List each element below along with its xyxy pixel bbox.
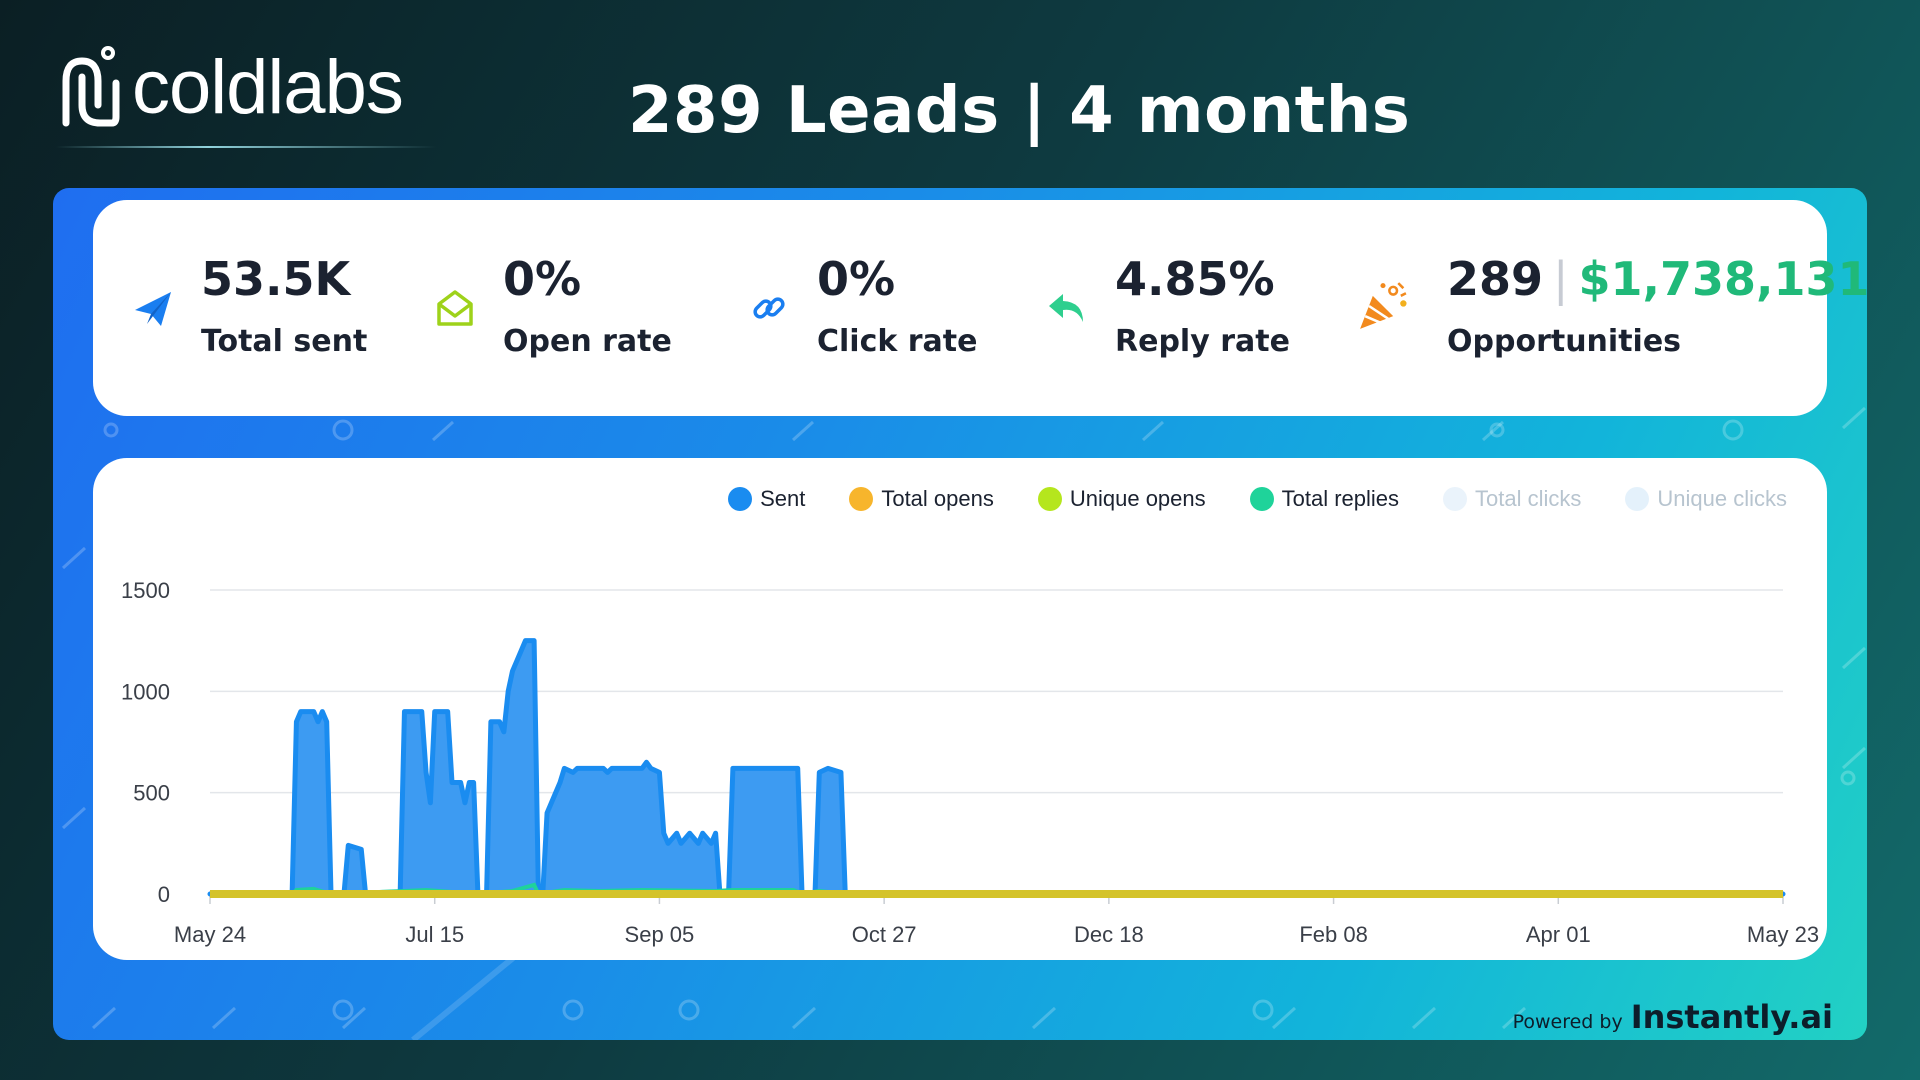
chart-card: 0 500 1000 1500 May 24 Jul 15 Sep 05 Oct 27 Dec … (93, 458, 1827, 960)
y-tick-label: 500 (133, 781, 170, 806)
logo-divider (56, 146, 436, 148)
x-tick-label: Sep 05 (625, 922, 695, 947)
x-tick-label: Apr 01 (1526, 922, 1591, 947)
stat-total-sent: 53.5K Total sent (135, 252, 368, 359)
opportunities-amount: $1,738,131 (1578, 252, 1867, 306)
legend-label: Total clicks (1475, 486, 1582, 511)
legend-item[interactable]: Sent (728, 486, 805, 512)
legend-label: Total replies (1281, 486, 1400, 511)
legend-dot (1443, 487, 1468, 511)
stat-opportunities: 289 | $1,738,131 Opportunities (1360, 256, 1867, 359)
opportunities-count: 289 (1447, 252, 1544, 306)
link-icon (753, 297, 785, 319)
opportunities-separator: | (1553, 252, 1569, 306)
y-tick-label: 1500 (121, 578, 170, 603)
reply-arrow-icon (1049, 294, 1083, 322)
powered-by-brand: Instantly.ai (1630, 998, 1833, 1036)
total-sent-value: 53.5K (201, 252, 351, 306)
stat-reply-rate: 4.85% Reply rate (1049, 252, 1290, 359)
stat-open-rate: 0% Open rate (437, 252, 672, 359)
open-rate-value: 0% (503, 252, 582, 306)
dashboard-panel: 53.5K Total sent 0% Open rate 0% Click r… (53, 188, 1867, 1040)
coldlabs-logo-icon (62, 46, 120, 127)
legend-item[interactable]: Total opens (849, 486, 994, 512)
legend-item[interactable]: Total replies (1249, 486, 1400, 512)
party-popper-icon (1360, 282, 1407, 329)
legend-label: Unique opens (1069, 486, 1206, 511)
legend-dot (849, 487, 874, 511)
brand-logo: coldlabs (56, 38, 404, 138)
x-tick-label: May 23 (1747, 922, 1819, 947)
opportunities-label: Opportunities (1447, 324, 1682, 359)
click-rate-value: 0% (817, 252, 896, 306)
series-sent-area (207, 638, 1786, 897)
x-tick-label: May 24 (174, 922, 246, 947)
legend-label: Unique clicks (1657, 486, 1787, 511)
legend-label: Total opens (881, 486, 994, 511)
powered-by-prefix: Powered by (1512, 1011, 1623, 1033)
total-sent-label: Total sent (201, 324, 368, 359)
open-envelope-icon (437, 290, 473, 326)
background-pattern (61, 406, 1867, 1040)
paper-plane-icon (135, 292, 171, 326)
legend-dot (1249, 487, 1274, 511)
chart-legend: Sent Total opens Unique opens Total replies… (728, 486, 1787, 512)
click-rate-label: Click rate (817, 324, 978, 359)
x-tick-label: Oct 27 (852, 922, 917, 947)
y-tick-label: 1000 (121, 679, 170, 704)
activity-chart: 0 500 1000 1500 May 24 Jul 15 Sep 05 Oct 27 Dec … (121, 578, 1819, 947)
legend-dot (1037, 487, 1062, 511)
legend-item[interactable]: Unique clicks (1625, 486, 1787, 512)
stat-click-rate: 0% Click rate (753, 252, 978, 359)
open-rate-label: Open rate (503, 324, 672, 359)
powered-by: Powered by Instantly.ai (1513, 998, 1833, 1036)
brand-name: coldlabs (132, 45, 404, 130)
legend-dot (728, 487, 753, 511)
reply-rate-label: Reply rate (1115, 324, 1290, 359)
x-tick-label: Feb 08 (1299, 922, 1368, 947)
reply-rate-value: 4.85% (1115, 252, 1275, 306)
page-title: 289 Leads | 4 months (628, 74, 1411, 148)
legend-item[interactable]: Total clicks (1443, 486, 1581, 512)
opportunities-value: 289 | $1,738,131 (1447, 256, 1867, 302)
y-tick-label: 0 (158, 882, 170, 907)
legend-item[interactable]: Unique opens (1037, 486, 1206, 512)
x-tick-label: Dec 18 (1074, 922, 1144, 947)
legend-dot (1625, 487, 1650, 511)
x-tick-label: Jul 15 (405, 922, 464, 947)
legend-label: Sent (760, 486, 806, 511)
stats-card: 53.5K Total sent 0% Open rate 0% Click r… (93, 200, 1867, 416)
